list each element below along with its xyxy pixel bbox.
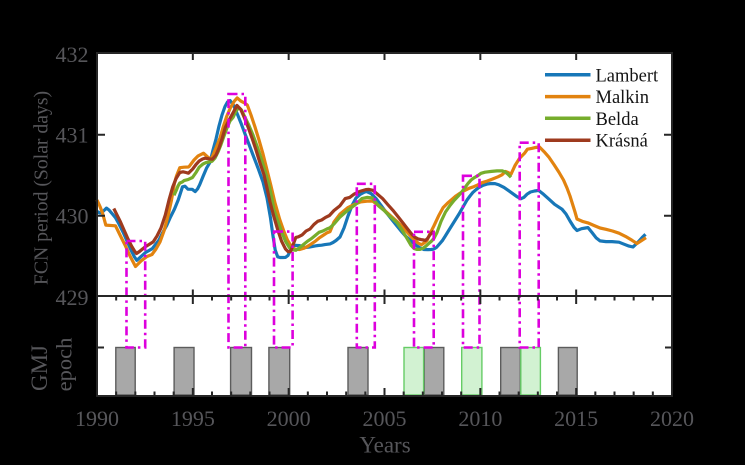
svg-text:429: 429 <box>56 285 89 310</box>
svg-text:GMJ: GMJ <box>27 345 52 391</box>
svg-text:2005: 2005 <box>363 406 407 431</box>
svg-text:epoch: epoch <box>52 338 77 392</box>
svg-text:1990: 1990 <box>75 406 119 431</box>
svg-text:Krásná: Krásná <box>596 132 648 152</box>
svg-text:432: 432 <box>56 42 89 67</box>
svg-text:2010: 2010 <box>458 406 502 431</box>
svg-text:431: 431 <box>56 123 89 148</box>
svg-text:Years: Years <box>359 433 410 458</box>
svg-text:2015: 2015 <box>554 406 598 431</box>
svg-text:FCN period (Solar days): FCN period (Solar days) <box>31 91 53 285</box>
svg-text:2000: 2000 <box>267 406 311 431</box>
svg-text:Belda: Belda <box>596 110 639 130</box>
svg-text:2020: 2020 <box>650 406 694 431</box>
svg-text:430: 430 <box>56 204 89 229</box>
svg-text:Lambert: Lambert <box>596 66 660 86</box>
svg-text:1995: 1995 <box>171 406 215 431</box>
svg-text:Malkin: Malkin <box>596 88 649 108</box>
